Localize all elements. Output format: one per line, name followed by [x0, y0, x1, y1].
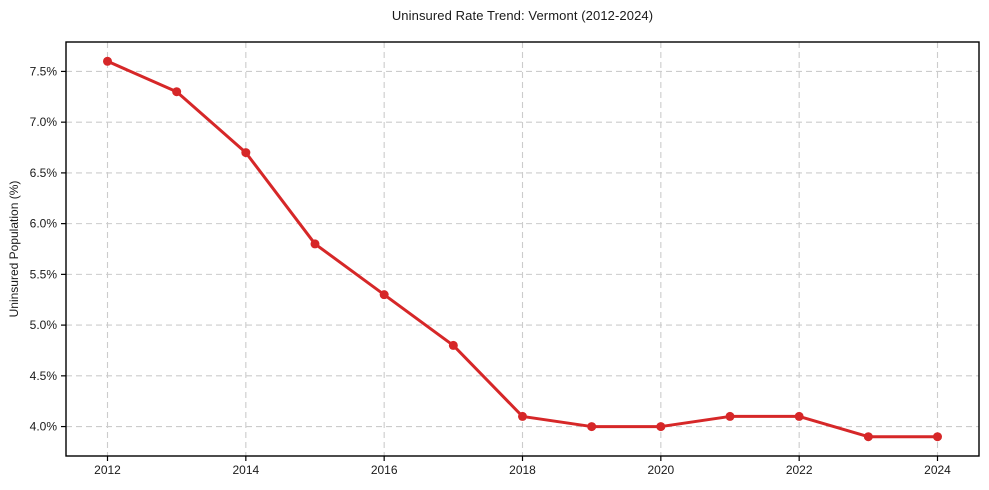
data-point-marker — [794, 411, 804, 421]
data-point-marker — [863, 432, 873, 442]
data-point-marker — [933, 432, 942, 442]
y-tick-label: 5.5% — [30, 267, 58, 281]
data-point-marker — [656, 422, 666, 432]
data-point-marker — [310, 239, 320, 249]
data-point-marker — [448, 340, 458, 350]
y-tick-label: 5.0% — [30, 318, 58, 332]
data-point-marker — [587, 422, 597, 432]
data-point-marker — [103, 56, 112, 66]
data-point-marker — [379, 290, 389, 300]
y-tick-label: 4.5% — [30, 369, 58, 383]
y-tick-label: 6.0% — [30, 217, 58, 231]
data-point-marker — [241, 148, 251, 158]
y-tick-label: 7.5% — [30, 64, 58, 78]
y-axis-title: Uninsured Population (%) — [7, 180, 21, 318]
x-tick-label: 2012 — [94, 463, 121, 477]
x-tick-label: 2020 — [647, 463, 674, 477]
data-point-marker — [172, 87, 182, 97]
x-tick-label: 2022 — [786, 463, 813, 477]
chart-title: Uninsured Rate Trend: Vermont (2012-2024… — [391, 8, 654, 23]
x-tick-label: 2024 — [924, 463, 951, 477]
y-tick-label: 4.0% — [30, 420, 58, 434]
x-tick-label: 2018 — [509, 463, 536, 477]
data-point-marker — [518, 411, 527, 421]
x-tick-label: 2014 — [232, 463, 259, 477]
y-tick-label: 6.5% — [30, 166, 58, 180]
data-point-marker — [725, 411, 735, 421]
x-tick-label: 2016 — [371, 463, 398, 477]
y-tick-label: 7.0% — [30, 115, 58, 129]
